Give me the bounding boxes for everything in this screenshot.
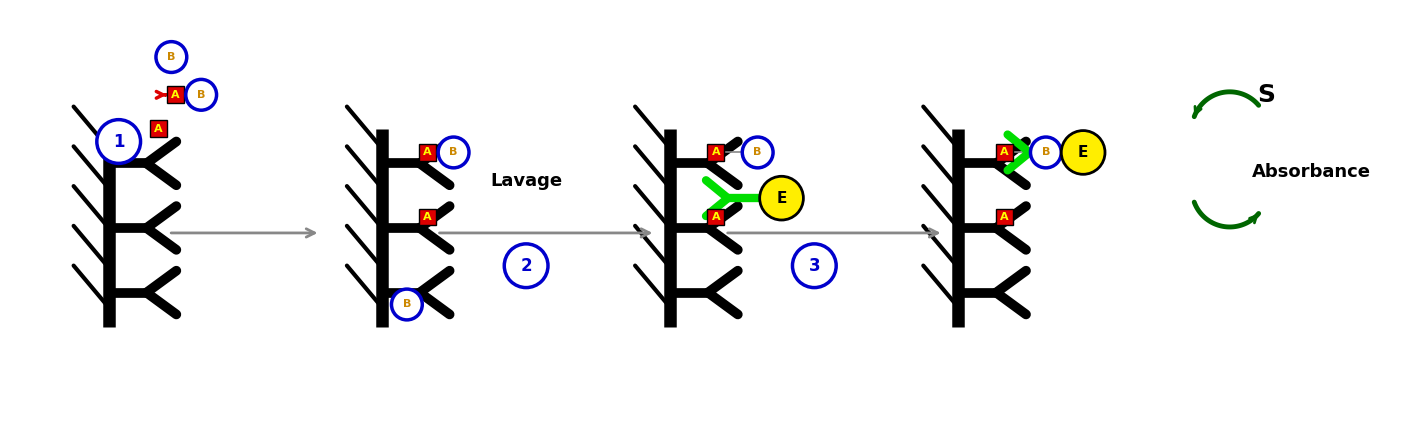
- Circle shape: [185, 79, 216, 110]
- FancyBboxPatch shape: [420, 209, 437, 226]
- Text: S: S: [1258, 83, 1276, 107]
- Text: A: A: [154, 124, 162, 134]
- Text: B: B: [196, 90, 205, 100]
- Circle shape: [155, 41, 187, 72]
- Text: B: B: [403, 300, 411, 310]
- Text: A: A: [1000, 148, 1009, 157]
- Circle shape: [1061, 131, 1105, 174]
- FancyBboxPatch shape: [420, 144, 437, 161]
- Text: B: B: [1041, 148, 1050, 157]
- Text: A: A: [424, 148, 432, 157]
- Text: Lavage: Lavage: [490, 172, 562, 190]
- Circle shape: [504, 244, 548, 288]
- Text: B: B: [167, 52, 175, 62]
- Circle shape: [793, 244, 836, 288]
- Text: E: E: [1078, 145, 1088, 160]
- Text: A: A: [1000, 212, 1009, 222]
- Circle shape: [97, 120, 140, 163]
- Text: Absorbance: Absorbance: [1252, 163, 1371, 182]
- Text: 3: 3: [808, 257, 820, 275]
- Text: A: A: [712, 212, 721, 222]
- Text: 2: 2: [520, 257, 531, 275]
- Text: A: A: [712, 148, 721, 157]
- FancyBboxPatch shape: [708, 209, 725, 226]
- FancyBboxPatch shape: [996, 144, 1013, 161]
- Text: 1: 1: [113, 132, 124, 150]
- Text: B: B: [753, 148, 762, 157]
- Text: A: A: [171, 90, 179, 100]
- Text: B: B: [449, 148, 458, 157]
- FancyBboxPatch shape: [996, 209, 1013, 226]
- Circle shape: [742, 137, 773, 168]
- Text: E: E: [776, 190, 787, 206]
- Circle shape: [1030, 137, 1061, 168]
- Circle shape: [391, 289, 422, 320]
- Circle shape: [438, 137, 469, 168]
- Text: A: A: [424, 212, 432, 222]
- Circle shape: [760, 176, 804, 220]
- FancyBboxPatch shape: [150, 120, 167, 137]
- FancyBboxPatch shape: [167, 87, 184, 103]
- FancyBboxPatch shape: [708, 144, 725, 161]
